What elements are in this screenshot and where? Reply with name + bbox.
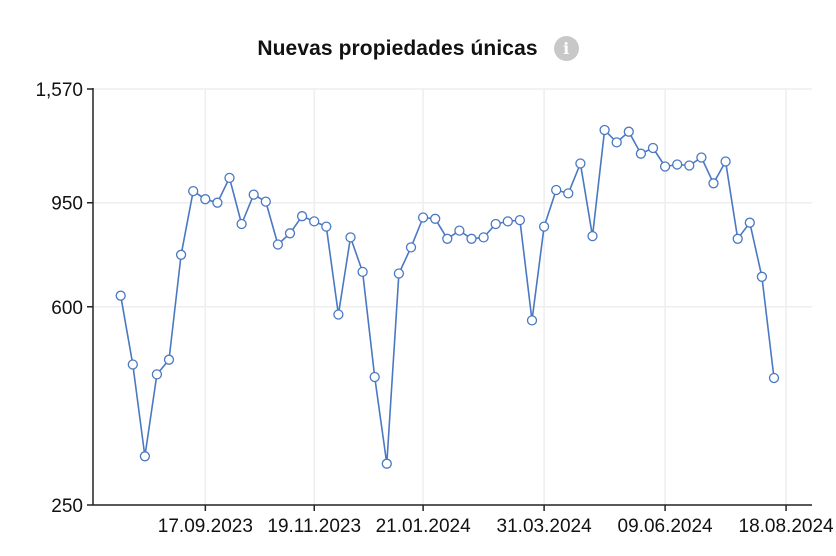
data-point (151, 369, 163, 380)
data-point (563, 188, 574, 199)
data-point (139, 451, 151, 462)
data-point (393, 268, 405, 279)
data-point (720, 156, 731, 167)
data-point (551, 184, 562, 196)
chart-title: Nuevas propiedades únicas (257, 36, 538, 60)
data-point (272, 239, 284, 250)
series-line (119, 129, 775, 465)
data-point (744, 217, 755, 228)
data-point (490, 218, 501, 230)
x-tick-label: 21.01.2024 (376, 516, 472, 537)
x-tick-label: 18.08.2024 (739, 516, 835, 537)
data-point (405, 242, 417, 253)
data-point (659, 161, 671, 172)
data-point (478, 232, 489, 243)
data-point (526, 315, 538, 326)
data-point (224, 172, 235, 184)
data-point (756, 271, 768, 282)
y-tick-label: 950 (51, 194, 83, 215)
data-point (732, 233, 743, 244)
data-point (430, 213, 441, 224)
data-point (708, 178, 719, 189)
data-point (599, 124, 610, 136)
data-point (212, 197, 223, 208)
data-point (381, 458, 392, 469)
data-point (635, 148, 647, 159)
data-point (611, 137, 622, 148)
data-point (466, 233, 477, 244)
data-point (684, 160, 695, 171)
data-point (333, 309, 344, 320)
data-point (127, 359, 138, 370)
data-point (236, 218, 247, 230)
info-icon[interactable]: i (553, 36, 579, 61)
x-tick-label: 17.09.2023 (158, 516, 253, 537)
data-point (345, 232, 356, 243)
x-tick-label: 09.06.2024 (618, 516, 714, 537)
data-point (200, 194, 211, 205)
data-point (502, 216, 513, 227)
data-point (248, 189, 259, 200)
data-point (514, 214, 526, 226)
data-point (260, 196, 271, 207)
data-point (163, 354, 175, 365)
data-point (623, 126, 634, 137)
y-tick-label: 250 (51, 496, 83, 517)
data-point (321, 221, 332, 232)
y-tick-label: 1,570 (35, 80, 83, 101)
data-point (175, 249, 187, 260)
data-point (284, 228, 296, 239)
data-point (696, 152, 707, 163)
data-point (369, 371, 380, 383)
x-tick-label: 19.11.2023 (267, 516, 361, 537)
x-tick-label: 31.03.2024 (497, 516, 593, 537)
data-point (768, 372, 780, 384)
data-point (309, 216, 320, 227)
data-point (672, 159, 683, 170)
data-point (442, 233, 453, 244)
y-tick-label: 600 (51, 298, 83, 319)
data-point (188, 185, 199, 197)
data-point (417, 212, 429, 223)
data-point (115, 290, 126, 301)
data-point (357, 266, 368, 278)
data-point (587, 230, 598, 242)
chart-header: Nuevas propiedades únicas i (0, 36, 836, 61)
data-point (538, 221, 550, 232)
data-point (647, 142, 659, 154)
data-point (296, 211, 308, 222)
data-point (454, 225, 465, 236)
data-point (575, 158, 586, 169)
